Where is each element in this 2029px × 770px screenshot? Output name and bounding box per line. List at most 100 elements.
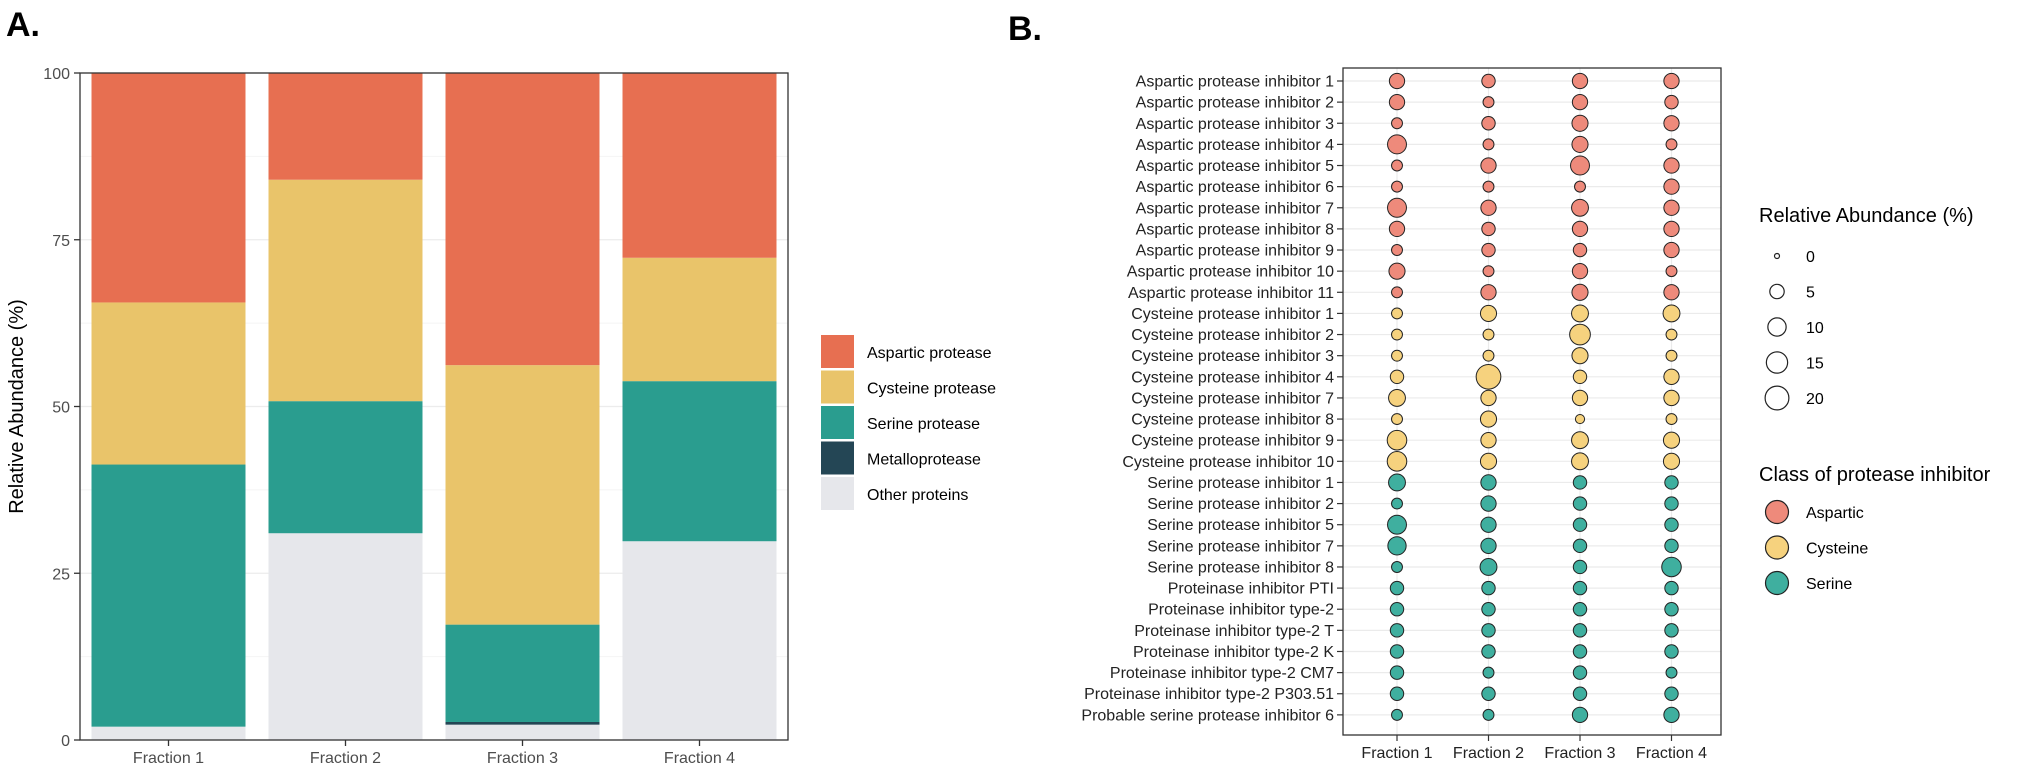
bubble-cysteine-protease-inhibitor-7-fraction-4: [1663, 389, 1680, 407]
bubble-aspartic-protease-inhibitor-1-fraction-2: [1481, 73, 1496, 89]
bar-segment-cysteine-protease-fraction-3: [445, 365, 600, 625]
bubble-proteinase-inhibitor-type-2-t-fraction-4: [1664, 623, 1679, 638]
bubble-cysteine-protease-inhibitor-10-fraction-3: [1571, 452, 1589, 471]
bubble-serine-protease-inhibitor-8-fraction-1: [1391, 560, 1403, 573]
bubble-cysteine-protease-inhibitor-8-fraction-1: [1391, 413, 1403, 426]
bubble-cysteine-protease-inhibitor-1-fraction-2: [1479, 304, 1498, 322]
bubble-serine-protease-inhibitor-1-fraction-3: [1572, 475, 1588, 490]
x-tick-label: Fraction 4: [1636, 745, 1707, 762]
bubble-probable-serine-protease-inhibitor-6-fraction-1: [1391, 708, 1403, 721]
bubble-aspartic-protease-inhibitor-3-fraction-2: [1481, 116, 1496, 131]
legend-key-aspartic-protease: [821, 335, 854, 368]
size-legend-circle-20: [1764, 385, 1790, 411]
bubble-serine-protease-inhibitor-1-fraction-2: [1480, 474, 1497, 491]
bubble-aspartic-protease-inhibitor-2-fraction-4: [1664, 94, 1679, 110]
bubble-proteinase-inhibitor-type-2-fraction-1: [1389, 602, 1405, 617]
x-tick-label: Fraction 1: [1361, 745, 1432, 762]
bubble-aspartic-protease-inhibitor-11-fraction-3: [1571, 283, 1589, 301]
class-legend-key-cysteine: [1764, 535, 1790, 560]
size-legend-label: 5: [1806, 285, 1815, 302]
bubble-proteinase-inhibitor-type-2-p303-51-fraction-1: [1389, 686, 1405, 701]
bubble-cysteine-protease-inhibitor-8-fraction-4: [1665, 413, 1678, 426]
bubble-proteinase-inhibitor-type-2-k-fraction-3: [1572, 644, 1588, 659]
bubble-serine-protease-inhibitor-5-fraction-4: [1664, 517, 1679, 532]
bubble-aspartic-protease-inhibitor-7-fraction-4: [1663, 199, 1680, 216]
row-label: Serine protease inhibitor 8: [1147, 559, 1334, 576]
row-label: Aspartic protease inhibitor 11: [1128, 285, 1334, 302]
bubble-cysteine-protease-inhibitor-4-fraction-2: [1475, 363, 1502, 390]
bubble-aspartic-protease-inhibitor-3-fraction-1: [1391, 117, 1403, 130]
bubble-cysteine-protease-inhibitor-2-fraction-4: [1665, 328, 1678, 341]
class-legend-title: Class of protease inhibitor: [1759, 464, 1991, 486]
plot-border: [1342, 67, 1722, 736]
x-tick-label: Fraction 3: [487, 750, 558, 767]
size-legend-circle-0: [1773, 252, 1781, 260]
bubble-cysteine-protease-inhibitor-2-fraction-1: [1391, 328, 1403, 341]
bubble-aspartic-protease-inhibitor-7-fraction-2: [1480, 199, 1497, 216]
bubble-aspartic-protease-inhibitor-6-fraction-2: [1482, 180, 1495, 193]
row-label: Serine protease inhibitor 5: [1147, 517, 1334, 534]
bubble-aspartic-protease-inhibitor-10-fraction-4: [1665, 265, 1678, 278]
bubble-cysteine-protease-inhibitor-3-fraction-3: [1571, 347, 1589, 365]
stacked-bar-chart: Fraction 1 Fraction 2 Fraction 3 Fraction 4…: [6, 66, 996, 767]
bubble-proteinase-inhibitor-type-2-k-fraction-2: [1481, 644, 1496, 659]
bubble-proteinase-inhibitor-type-2-t-fraction-3: [1572, 623, 1588, 638]
size-legend-label: 0: [1806, 249, 1815, 266]
bubble-serine-protease-inhibitor-5-fraction-2: [1480, 516, 1497, 533]
row-label: Aspartic protease inhibitor 5: [1136, 158, 1334, 175]
bubble-aspartic-protease-inhibitor-7-fraction-1: [1387, 197, 1407, 218]
bubble-proteinase-inhibitor-type-2-cm7-fraction-2: [1482, 666, 1495, 679]
bubble-aspartic-protease-inhibitor-9-fraction-3: [1572, 242, 1588, 258]
row-label: Aspartic protease inhibitor 10: [1127, 264, 1334, 281]
bubble-aspartic-protease-inhibitor-1-fraction-1: [1388, 72, 1406, 90]
row-label: Cysteine protease inhibitor 2: [1131, 327, 1334, 344]
x-tick-label: Fraction 1: [133, 750, 204, 767]
row-label: Aspartic protease inhibitor 4: [1136, 137, 1334, 154]
bubble-aspartic-protease-inhibitor-2-fraction-2: [1482, 96, 1495, 109]
bubble-serine-protease-inhibitor-2-fraction-4: [1664, 496, 1679, 511]
bubble-serine-protease-inhibitor-1-fraction-4: [1664, 475, 1679, 490]
row-label: Cysteine protease inhibitor 4: [1131, 369, 1334, 386]
bubble-cysteine-protease-inhibitor-9-fraction-3: [1571, 431, 1589, 450]
bubble-cysteine-protease-inhibitor-4-fraction-1: [1389, 369, 1405, 385]
bubble-aspartic-protease-inhibitor-10-fraction-3: [1571, 263, 1589, 280]
bubble-aspartic-protease-inhibitor-9-fraction-2: [1481, 242, 1496, 258]
y-axis-title: Relative Abundance (%): [6, 299, 28, 514]
bubble-aspartic-protease-inhibitor-10-fraction-1: [1388, 262, 1406, 280]
bubble-proteinase-inhibitor-type-2-p303-51-fraction-2: [1481, 686, 1496, 701]
bubble-cysteine-protease-inhibitor-9-fraction-2: [1480, 432, 1497, 449]
legend-label-cysteine-protease: Cysteine protease: [867, 381, 996, 398]
bubble-proteinase-inhibitor-pti-fraction-2: [1481, 580, 1496, 596]
plot-background: [1343, 68, 1721, 735]
bubble-aspartic-protease-inhibitor-9-fraction-1: [1391, 244, 1403, 257]
bubble-cysteine-protease-inhibitor-3-fraction-4: [1665, 349, 1678, 362]
bubble-serine-protease-inhibitor-5-fraction-3: [1572, 517, 1588, 532]
size-legend-title: Relative Abundance (%): [1759, 205, 1974, 227]
row-label: Aspartic protease inhibitor 7: [1136, 200, 1334, 217]
row-label: Aspartic protease inhibitor 2: [1136, 95, 1334, 112]
legend-key-other-proteins: [821, 477, 854, 510]
plot-border: [79, 72, 789, 741]
bubble-proteinase-inhibitor-type-2-p303-51-fraction-4: [1664, 686, 1679, 701]
bubble-proteinase-inhibitor-type-2-fraction-3: [1572, 602, 1588, 617]
bubble-cysteine-protease-inhibitor-10-fraction-1: [1386, 451, 1408, 472]
bubble-aspartic-protease-inhibitor-11-fraction-4: [1663, 284, 1680, 301]
bubble-aspartic-protease-inhibitor-8-fraction-3: [1571, 220, 1589, 238]
row-label: Proteinase inhibitor type-2 T: [1134, 623, 1334, 640]
row-label: Cysteine protease inhibitor 3: [1131, 348, 1334, 365]
bubble-proteinase-inhibitor-type-2-cm7-fraction-1: [1389, 665, 1405, 680]
size-legend-circle-10: [1767, 317, 1787, 337]
bubble-probable-serine-protease-inhibitor-6-fraction-2: [1482, 708, 1495, 721]
bubble-aspartic-protease-inhibitor-4-fraction-2: [1482, 138, 1495, 151]
class-legend-key-aspartic: [1764, 499, 1790, 525]
bubble-aspartic-protease-inhibitor-5-fraction-2: [1480, 157, 1497, 174]
y-tick-label: 25: [52, 566, 70, 583]
bubble-serine-protease-inhibitor-2-fraction-3: [1572, 496, 1588, 511]
bubble-cysteine-protease-inhibitor-9-fraction-1: [1386, 429, 1408, 451]
bubble-cysteine-protease-inhibitor-4-fraction-4: [1663, 368, 1680, 385]
bubble-cysteine-protease-inhibitor-7-fraction-2: [1480, 389, 1497, 407]
row-label: Proteinase inhibitor type-2 P303.51: [1084, 686, 1334, 703]
bar-segment-other-proteins-fraction-4: [622, 541, 777, 740]
bubble-aspartic-protease-inhibitor-10-fraction-2: [1482, 265, 1495, 278]
row-label: Proteinase inhibitor type-2 K: [1133, 644, 1334, 661]
